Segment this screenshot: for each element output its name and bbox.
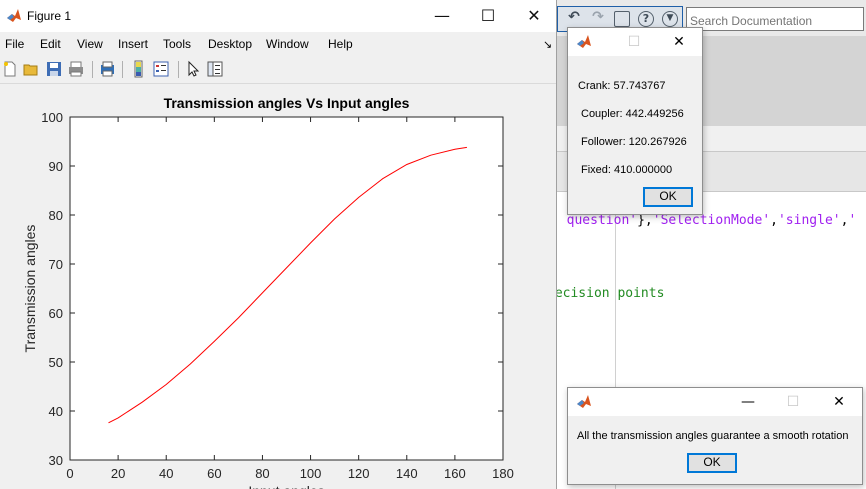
- dialog-title-bar[interactable]: — ☐ ✕: [568, 388, 862, 416]
- message-text: All the transmission angles guarantee a …: [577, 430, 849, 442]
- new-figure-icon[interactable]: [1, 60, 19, 78]
- x-tick-label: 160: [444, 466, 466, 481]
- matlab-logo-icon: [7, 9, 21, 22]
- dialog-title-bar[interactable]: ☐ ✕: [568, 28, 702, 56]
- minimize-button[interactable]: —: [741, 394, 755, 410]
- x-tick-label: 0: [66, 466, 73, 481]
- x-tick-label: 120: [348, 466, 370, 481]
- coupler-value: Coupler: 442.449256: [581, 108, 684, 120]
- property-editor-icon[interactable]: [206, 60, 224, 78]
- data-series-line: [108, 146, 467, 424]
- figure-canvas[interactable]: 0 20 40 60 80 100 120 140 160 180 30 40 50 60 70 80 90 10…: [0, 85, 557, 489]
- print-preview-icon[interactable]: [98, 60, 116, 78]
- y-tick-label: 90: [49, 159, 63, 174]
- switch-windows-icon[interactable]: [614, 11, 630, 27]
- close-button[interactable]: ✕: [673, 34, 685, 50]
- x-tick-label: 60: [207, 466, 221, 481]
- figure-menu-bar: File Edit View Insert Tools Desktop Wind…: [0, 32, 556, 56]
- save-icon[interactable]: [45, 60, 63, 78]
- menu-tools[interactable]: Tools: [163, 37, 192, 51]
- plot-area: [69, 116, 504, 461]
- x-tick-label: 180: [492, 466, 514, 481]
- maximize-button: ☐: [786, 394, 800, 410]
- ok-button[interactable]: OK: [643, 187, 693, 207]
- open-file-icon[interactable]: [22, 60, 40, 78]
- matlab-logo-icon: [577, 395, 591, 408]
- menu-edit[interactable]: Edit: [40, 37, 61, 51]
- maximize-button: ☐: [627, 34, 641, 50]
- matlab-logo-icon: [577, 35, 591, 48]
- editor-margin-line: [615, 192, 616, 489]
- figure-window: Figure 1 — ☐ ✕ File Edit View Insert Too…: [0, 0, 557, 489]
- expand-icon[interactable]: ▼: [662, 11, 678, 27]
- help-icon[interactable]: ?: [638, 11, 654, 27]
- x-tick-label: 100: [300, 466, 322, 481]
- ok-button[interactable]: OK: [687, 453, 737, 473]
- matlab-toolstrip: ↶ ↷ ? ▼: [557, 0, 866, 36]
- x-tick-label: 140: [396, 466, 418, 481]
- y-axis-label: Transmission angles: [22, 225, 38, 353]
- menu-file[interactable]: File: [5, 37, 25, 51]
- toolbar-separator: [92, 61, 93, 78]
- search-documentation-input[interactable]: [686, 7, 864, 31]
- linkage-values-dialog: ☐ ✕ Crank: 57.743767 Coupler: 442.449256…: [567, 27, 703, 215]
- x-tick-label: 20: [111, 466, 125, 481]
- menu-help[interactable]: Help: [328, 37, 353, 51]
- figure-title-bar[interactable]: Figure 1 — ☐ ✕: [0, 0, 556, 32]
- redo-icon[interactable]: ↷: [592, 9, 604, 25]
- chart-title: Transmission angles Vs Input angles: [164, 95, 410, 111]
- undo-icon[interactable]: ↶: [568, 9, 580, 25]
- x-tick-label: 40: [159, 466, 173, 481]
- smooth-rotation-dialog: — ☐ ✕ All the transmission angles guaran…: [567, 387, 863, 485]
- figure-title: Figure 1: [27, 9, 72, 23]
- menu-desktop[interactable]: Desktop: [208, 37, 253, 51]
- x-tick-label: 80: [255, 466, 269, 481]
- menu-window[interactable]: Window: [266, 37, 309, 51]
- y-tick-label: 70: [49, 257, 63, 272]
- fixed-value: Fixed: 410.000000: [581, 164, 673, 176]
- y-tick-label: 100: [41, 110, 63, 125]
- follower-value: Follower: 120.267926: [581, 136, 687, 148]
- close-button[interactable]: ✕: [527, 6, 541, 25]
- crank-value: Crank: 57.743767: [578, 80, 666, 92]
- code-comment-precision-points: recision points: [557, 286, 665, 301]
- figure-toolbar: [0, 56, 556, 84]
- toolbar-separator: [122, 61, 123, 78]
- y-tick-label: 50: [49, 355, 63, 370]
- close-button[interactable]: ✕: [833, 394, 845, 410]
- dock-icon[interactable]: ↘: [543, 39, 553, 51]
- line-chart[interactable]: 0 20 40 60 80 100 120 140 160 180 30 40 50 60 70 80 90 10…: [0, 85, 557, 489]
- minimize-button[interactable]: —: [434, 6, 450, 25]
- pointer-icon[interactable]: [184, 60, 202, 78]
- maximize-button[interactable]: ☐: [480, 6, 496, 25]
- print-icon[interactable]: [67, 60, 85, 78]
- menu-view[interactable]: View: [77, 37, 103, 51]
- y-tick-label: 60: [49, 306, 63, 321]
- x-axis-label: Input angles: [248, 483, 324, 489]
- y-tick-label: 80: [49, 208, 63, 223]
- menu-insert[interactable]: Insert: [118, 37, 149, 51]
- y-tick-label: 40: [49, 404, 63, 419]
- colorbar-icon[interactable]: [130, 60, 148, 78]
- legend-icon[interactable]: [152, 60, 170, 78]
- toolbar-separator: [178, 61, 179, 78]
- code-line-selection-mode: : question'},'SelectionMode','single',': [557, 213, 857, 228]
- y-tick-label: 30: [49, 453, 63, 468]
